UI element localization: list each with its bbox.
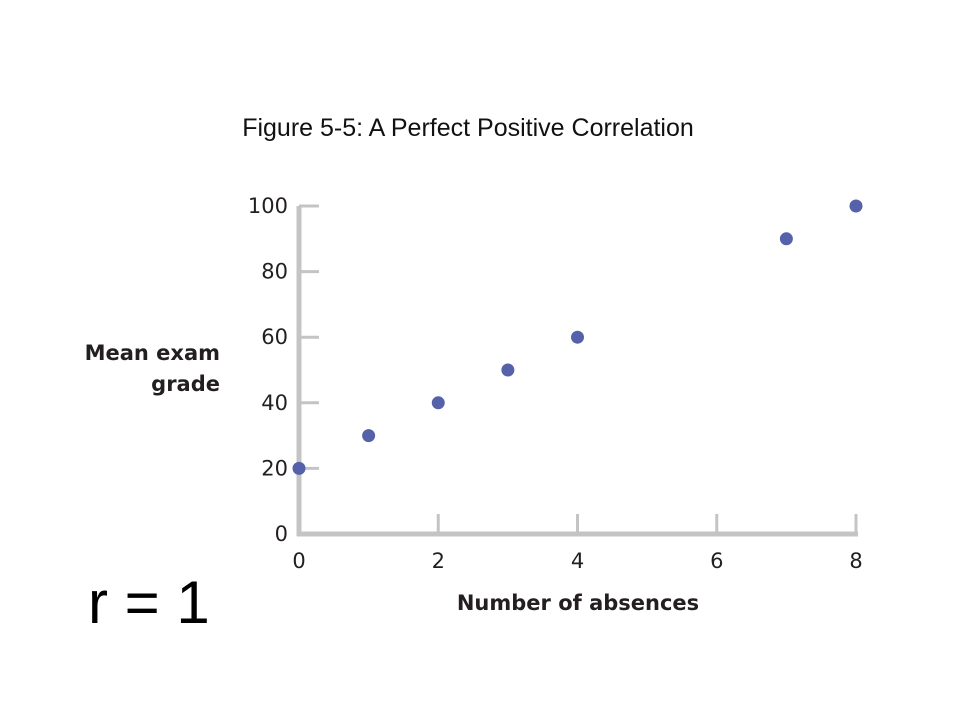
x-axis-label: Number of absences — [457, 591, 699, 615]
x-tick-label: 2 — [432, 549, 445, 573]
data-point — [362, 429, 376, 443]
x-tick-label: 0 — [292, 549, 305, 573]
data-point — [571, 330, 584, 344]
x-tick-label: 4 — [571, 549, 584, 573]
data-point — [431, 396, 445, 410]
data-point — [292, 461, 306, 475]
y-axis-label-line-2: grade — [151, 372, 220, 396]
data-point — [849, 199, 863, 213]
data-points — [292, 199, 863, 475]
x-axis-ticks: 0 2 4 6 8 — [292, 514, 863, 573]
y-tick-label: 60 — [261, 325, 288, 349]
data-point — [779, 232, 793, 246]
correlation-annotation: r = 1 — [88, 569, 210, 636]
data-point — [501, 363, 515, 377]
y-tick-label: 40 — [261, 391, 288, 415]
y-tick-label: 100 — [248, 194, 288, 218]
y-tick-label: 0 — [275, 522, 288, 546]
y-axis-ticks: 0 20 40 60 80 100 — [248, 194, 319, 546]
y-tick-label: 80 — [261, 260, 288, 284]
x-tick-label: 8 — [849, 549, 862, 573]
y-tick-label: 20 — [261, 456, 288, 480]
y-axis-label-line-1: Mean exam — [85, 341, 220, 365]
slide-title: Figure 5-5: A Perfect Positive Correlati… — [242, 114, 694, 142]
x-tick-label: 6 — [710, 549, 723, 573]
chart-axes — [296, 206, 858, 537]
